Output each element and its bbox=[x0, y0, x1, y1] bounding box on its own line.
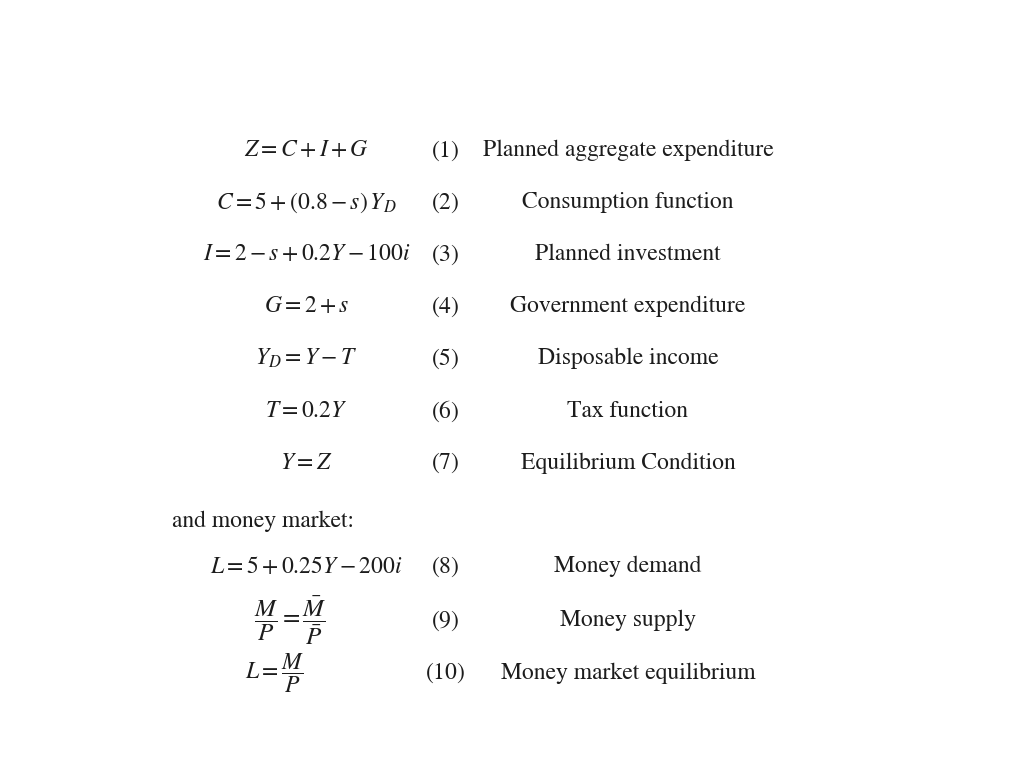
Text: $(5)$: $(5)$ bbox=[431, 346, 460, 371]
Text: $L = 5 + 0.25Y - 200i$: $L = 5 + 0.25Y - 200i$ bbox=[210, 555, 402, 577]
Text: $(6)$: $(6)$ bbox=[431, 398, 460, 423]
Text: Planned aggregate expenditure: Planned aggregate expenditure bbox=[482, 139, 773, 161]
Text: $(10)$: $(10)$ bbox=[425, 661, 466, 685]
Text: $Y_D = Y - T$: $Y_D = Y - T$ bbox=[255, 347, 357, 370]
Text: Money demand: Money demand bbox=[554, 556, 701, 577]
Text: Disposable income: Disposable income bbox=[538, 348, 718, 370]
Text: $Y = Z$: $Y = Z$ bbox=[281, 452, 333, 474]
Text: Planned investment: Planned investment bbox=[536, 244, 721, 265]
Text: Tax function: Tax function bbox=[567, 400, 688, 422]
Text: $(3)$: $(3)$ bbox=[431, 242, 460, 267]
Text: Government expenditure: Government expenditure bbox=[510, 296, 745, 317]
Text: Money supply: Money supply bbox=[560, 610, 696, 631]
Text: $(2)$: $(2)$ bbox=[431, 190, 460, 215]
Text: $(8)$: $(8)$ bbox=[431, 555, 460, 579]
Text: $I = 2 - s + 0.2Y - 100i$: $I = 2 - s + 0.2Y - 100i$ bbox=[203, 244, 411, 265]
Text: $(4)$: $(4)$ bbox=[431, 294, 460, 319]
Text: and money market:: and money market: bbox=[172, 511, 353, 532]
Text: Equilibrium Condition: Equilibrium Condition bbox=[520, 452, 735, 474]
Text: $Z = C + I + G$: $Z = C + I + G$ bbox=[244, 139, 369, 161]
Text: Money market equilibrium: Money market equilibrium bbox=[501, 663, 756, 684]
Text: $G = 2 + s$: $G = 2 + s$ bbox=[264, 296, 349, 317]
Text: $(9)$: $(9)$ bbox=[431, 608, 460, 633]
Text: $(1)$: $(1)$ bbox=[431, 138, 460, 163]
Text: $T = 0.2Y$: $T = 0.2Y$ bbox=[265, 400, 348, 422]
Text: $\dfrac{M}{P} = \dfrac{\bar{M}}{\bar{P}}$: $\dfrac{M}{P} = \dfrac{\bar{M}}{\bar{P}}… bbox=[254, 594, 327, 647]
Text: Consumption function: Consumption function bbox=[522, 191, 734, 213]
Text: $(7)$: $(7)$ bbox=[431, 450, 460, 475]
Text: $C = 5 + (0.8 - s)\, Y_D$: $C = 5 + (0.8 - s)\, Y_D$ bbox=[216, 190, 397, 215]
Text: $L = \dfrac{M}{P}$: $L = \dfrac{M}{P}$ bbox=[246, 651, 304, 695]
